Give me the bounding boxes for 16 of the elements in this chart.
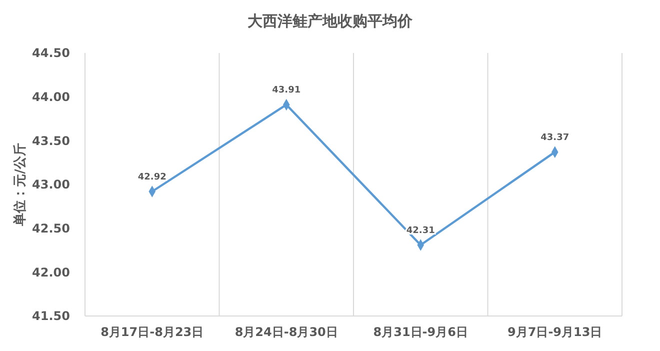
y-tick-label: 41.50 xyxy=(32,309,70,324)
x-tick-label: 9月7日-9月13日 xyxy=(508,325,602,339)
y-tick-label: 42.50 xyxy=(32,222,70,236)
data-label: 42.92 xyxy=(138,172,166,183)
y-tick-label: 43.00 xyxy=(32,178,70,192)
y-tick-label: 44.50 xyxy=(32,46,70,60)
y-axis-title: 单位：元/公斤 xyxy=(12,143,28,227)
y-tick-label: 44.00 xyxy=(32,90,70,104)
chart-title: 大西洋鲑产地收购平均价 xyxy=(248,12,414,30)
y-tick-label: 43.50 xyxy=(32,134,70,148)
y-tick-label: 42.00 xyxy=(32,265,70,280)
data-label: 43.37 xyxy=(540,133,570,144)
x-tick-label: 8月17日-8月23日 xyxy=(100,325,204,339)
x-tick-label: 8月24日-8月30日 xyxy=(234,325,338,339)
data-label: 43.91 xyxy=(272,86,301,96)
x-tick-label: 8月31日-9月6日 xyxy=(373,325,468,339)
